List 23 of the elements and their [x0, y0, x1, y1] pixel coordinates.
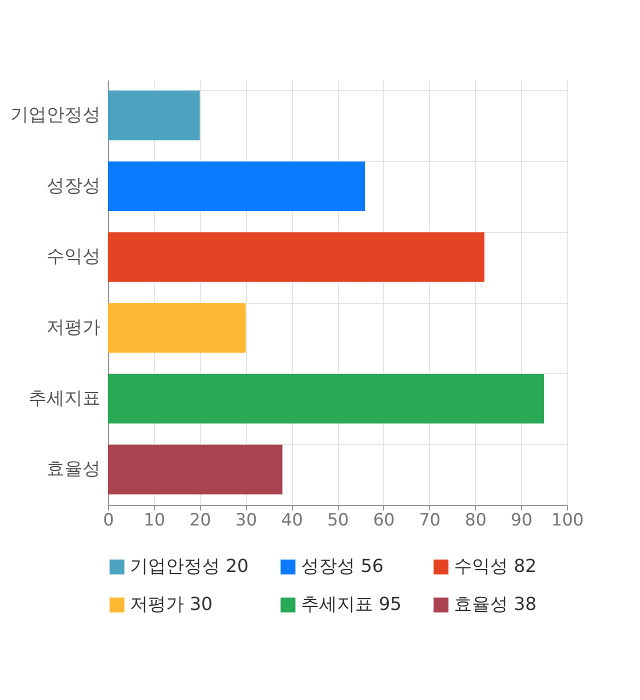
x-tick-label: 70 [418, 510, 441, 530]
y-tick-label: 수익성 [46, 246, 100, 268]
x-tick-label: 0 [103, 510, 114, 530]
legend-label: 저평가 30 [130, 594, 213, 615]
legend-label: 효율성 38 [454, 594, 537, 615]
y-tick-label: 추세지표 [28, 388, 100, 409]
x-tick-label: 20 [189, 510, 212, 530]
legend-label: 추세지표 95 [301, 594, 402, 615]
x-tick-label: 30 [235, 510, 258, 530]
x-tick-label: 80 [464, 510, 487, 530]
legend-label: 성장성 56 [301, 556, 384, 577]
y-tick-label: 저평가 [46, 316, 100, 338]
x-tick-label: 100 [551, 510, 584, 530]
y-tick-label: 효율성 [46, 458, 100, 480]
x-tick-label: 60 [373, 510, 395, 530]
legend-label: 기업안정성 20 [130, 556, 249, 577]
x-tick-label: 40 [281, 510, 303, 530]
legend-label: 수익성 82 [454, 556, 537, 577]
y-tick-label: 기업안정성 [10, 104, 100, 126]
x-tick-label: 50 [327, 510, 349, 530]
x-tick-label: 90 [510, 510, 532, 530]
y-tick-label: 성장성 [46, 175, 100, 196]
x-tick-label: 10 [144, 510, 166, 530]
